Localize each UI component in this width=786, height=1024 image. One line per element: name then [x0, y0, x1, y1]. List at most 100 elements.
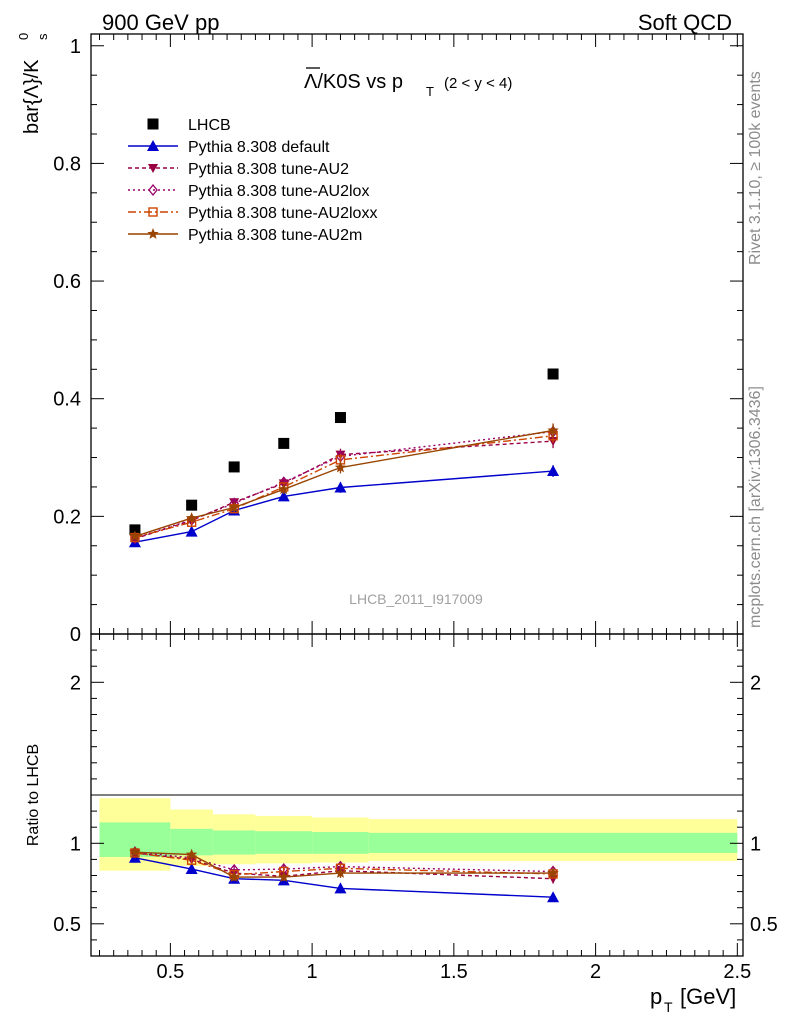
ratio-band-inner [212, 830, 256, 855]
legend-label-au2: Pythia 8.308 tune-AU2 [188, 161, 349, 178]
legend-label-au2m: Pythia 8.308 tune-AU2m [188, 227, 362, 244]
ratio-ytick-label-right: 1 [750, 833, 761, 855]
point-data [186, 499, 198, 511]
legend-label-au2lox: Pythia 8.308 tune-AU2lox [188, 183, 369, 200]
ratio-xlabel: p T [GeV] [650, 984, 736, 1015]
main-ytick-label: 0.4 [53, 389, 81, 411]
main-series [128, 368, 560, 548]
ratio-line-au2lox [134, 851, 554, 873]
legend-item-default: Pythia 8.308 default [128, 139, 330, 156]
xlabel-unit: [GeV] [680, 984, 736, 1009]
ylabel-main: bar{Λ}/K [21, 59, 43, 134]
point-default [277, 490, 290, 502]
series-data [129, 368, 559, 536]
legend-item-au2m: Pythia 8.308 tune-AU2m [128, 227, 362, 244]
ratio-ytick-label-right: 0.5 [750, 914, 778, 936]
ratio-series [128, 846, 560, 903]
ratio-line-default [134, 857, 554, 898]
legend-marker-au2lox [148, 183, 158, 197]
header-left: 900 GeV pp [102, 10, 219, 35]
ratio-point-au2m [228, 871, 240, 882]
legend-marker-au2m [147, 228, 159, 239]
ratio-ytick-label: 2 [70, 672, 81, 694]
ratio-point-au2m [278, 871, 290, 882]
series-line-au2 [134, 440, 554, 540]
header-right: Soft QCD [638, 10, 732, 35]
legend-marker-au2 [148, 164, 158, 173]
ratio-band-inner [255, 831, 313, 854]
main-ticks: 0 0.2 0.4 0.6 0.8 1 [53, 34, 743, 646]
ratio-point-au2m [129, 846, 141, 857]
ratio-line-au2 [134, 852, 554, 880]
ratio-frame [90, 633, 744, 957]
ratio-line-au2m [134, 851, 554, 878]
point-data [278, 437, 290, 449]
series-au2m [129, 423, 559, 542]
ratio-ytick-label: 1 [70, 833, 81, 855]
point-au2m [278, 483, 290, 495]
point-au2m [129, 530, 141, 542]
series-au2loxx [130, 428, 558, 543]
chart-title: Λ/K0S vs p T (2 < y < 4) [304, 67, 512, 99]
legend-item-au2loxx: Pythia 8.308 tune-AU2loxx [128, 205, 377, 222]
xlabel-sub: T [664, 999, 673, 1015]
ratio-series-au2m [129, 846, 559, 882]
title-sub: T [426, 84, 434, 99]
ratio-point-au2m [334, 867, 347, 878]
mcplots-label: mcplots.cern.ch [arXiv:1306.3436] [747, 386, 764, 628]
ylabel-sup: 0 [16, 33, 31, 40]
ratio-panel: 0.5 0.5 1 1 2 2 0.5 1 1.5 2 2.5 Ratio to LHCB p T … [25, 633, 778, 1015]
xlabel-main: p [650, 984, 662, 1009]
ratio-ytick-label: 0.5 [53, 914, 81, 936]
ratio-ticks: 0.5 0.5 1 1 2 2 0.5 1 1.5 2 2.5 [53, 634, 778, 983]
ratio-band-inner [368, 832, 738, 853]
point-au2m [334, 461, 347, 473]
point-au2m [228, 501, 240, 513]
legend-marker-au2loxx [148, 207, 158, 217]
ratio-point-au2m [185, 848, 198, 860]
main-ylabel: bar{Λ}/K s 0 [16, 33, 50, 134]
ratio-ylabel: Ratio to LHCB [25, 744, 42, 846]
ratio-line-au2loxx [134, 852, 554, 876]
legend-label-data: LHCB [188, 117, 231, 134]
point-data [129, 524, 141, 536]
main-panel: 00.20.40.60.81 Λ/K0S vs p T (2 < y < 4) … [16, 33, 744, 646]
point-au2m [547, 424, 559, 436]
series-line-au2lox [134, 430, 554, 539]
series-line-au2m [134, 429, 554, 538]
rivet-label: Rivet 3.1.10, ≥ 100k events [747, 71, 764, 265]
point-data [228, 461, 240, 473]
ratio-band-inner [312, 832, 369, 854]
ratio-xtick-label: 2.5 [723, 961, 751, 983]
legend-label-default: Pythia 8.308 default [188, 139, 330, 156]
point-default [334, 481, 347, 493]
main-ytick-label: 1 [70, 36, 81, 58]
main-ytick-label: 0.2 [53, 506, 81, 528]
ratio-point-default [547, 891, 560, 903]
legend-marker-data [147, 118, 159, 130]
point-default [547, 465, 560, 477]
ratio-ytick-label-right: 2 [750, 672, 761, 694]
ratio-xtick-label: 1 [307, 961, 318, 983]
watermark: LHCB_2011_I917009 [349, 591, 483, 607]
legend-marker-default [147, 140, 159, 151]
main-ytick-label: 0 [70, 624, 81, 646]
title-range: (2 < y < 4) [444, 75, 512, 92]
ratio-xtick-label: 1.5 [440, 961, 468, 983]
legend: LHCB Pythia 8.308 default Pythia 8.308 tun… [128, 117, 377, 244]
legend-item-data: LHCB [147, 117, 231, 134]
ratio-point-default [334, 882, 347, 894]
point-au2m [185, 512, 198, 523]
ratio-point-au2m [547, 867, 559, 878]
legend-item-au2: Pythia 8.308 tune-AU2 [128, 161, 349, 178]
point-default [185, 525, 198, 537]
ratio-point-default [185, 863, 198, 875]
legend-label-au2loxx: Pythia 8.308 tune-AU2loxx [188, 205, 377, 222]
point-data [547, 368, 559, 380]
legend-item-au2lox: Pythia 8.308 tune-AU2lox [128, 183, 369, 200]
main-ytick-label: 0.8 [53, 153, 81, 175]
ylabel-sub: s [35, 33, 50, 40]
series-line-default [134, 470, 554, 543]
main-ytick-label: 0.6 [53, 271, 81, 293]
